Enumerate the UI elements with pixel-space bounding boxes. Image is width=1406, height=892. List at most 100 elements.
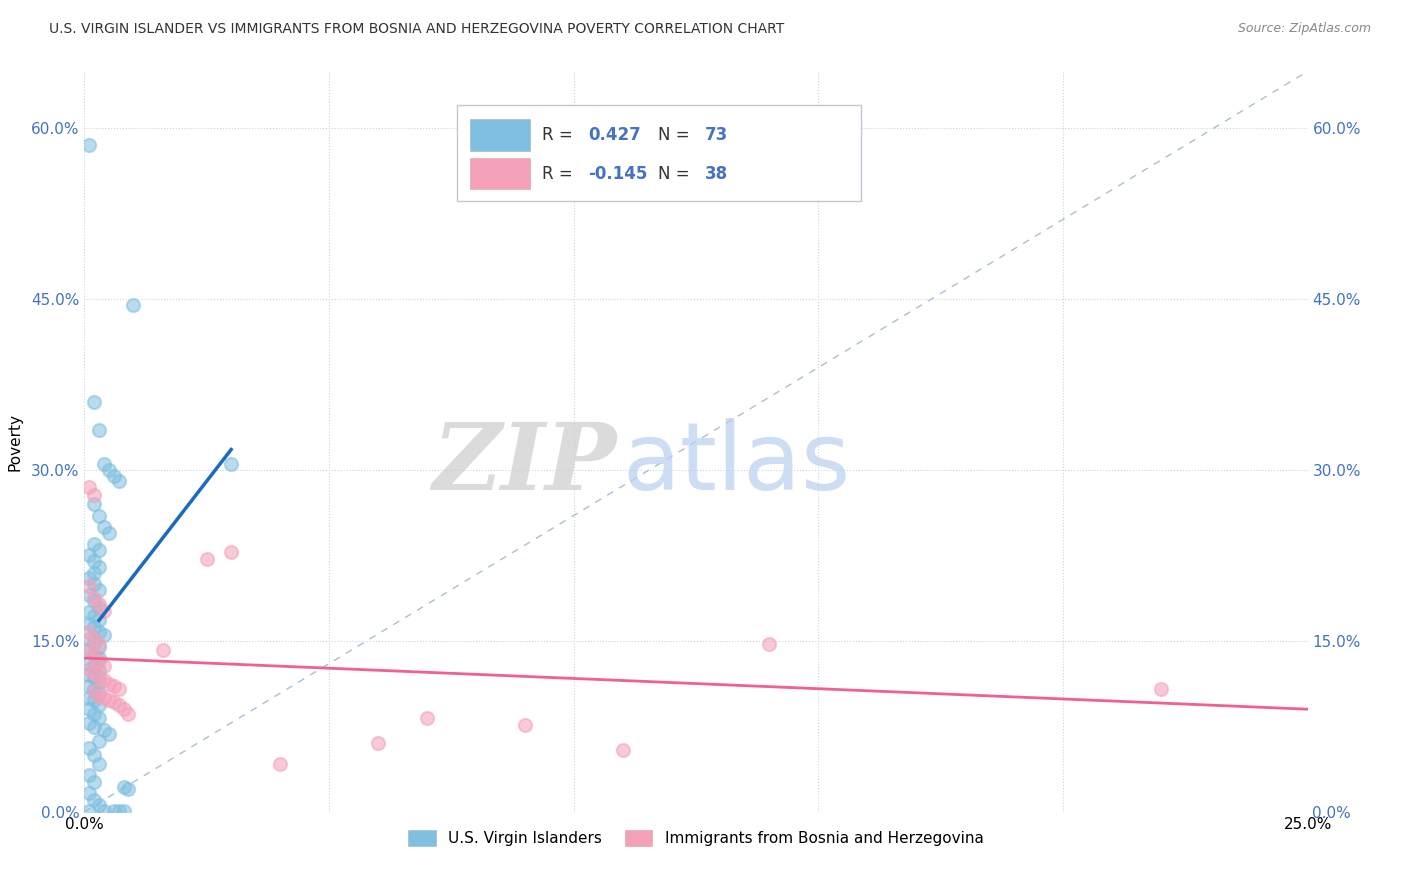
Text: -0.145: -0.145	[588, 164, 648, 183]
Point	[83, 721, 105, 735]
Point	[93, 520, 115, 534]
FancyBboxPatch shape	[457, 104, 860, 201]
Point	[87, 637, 110, 651]
Point	[107, 475, 129, 489]
Point	[87, 640, 110, 654]
Point	[77, 690, 100, 705]
Point	[87, 686, 110, 700]
Point	[77, 641, 100, 656]
Point	[77, 579, 100, 593]
Point	[93, 458, 115, 472]
Point	[87, 559, 110, 574]
Point	[93, 723, 115, 737]
Point	[83, 632, 105, 646]
Text: N =: N =	[658, 126, 695, 144]
Text: 73: 73	[704, 126, 728, 144]
Point	[83, 659, 105, 673]
Point	[87, 542, 110, 557]
Point	[103, 680, 125, 694]
Point	[219, 545, 242, 559]
Point	[117, 706, 139, 721]
Point	[93, 604, 115, 618]
Point	[416, 711, 439, 725]
Text: U.S. VIRGIN ISLANDER VS IMMIGRANTS FROM BOSNIA AND HERZEGOVINA POVERTY CORRELATI: U.S. VIRGIN ISLANDER VS IMMIGRANTS FROM …	[49, 22, 785, 37]
Point	[77, 657, 100, 671]
Point	[97, 693, 120, 707]
Point	[87, 674, 110, 689]
Point	[83, 497, 105, 511]
Text: ZIP: ZIP	[432, 418, 616, 508]
Point	[83, 775, 105, 789]
Point	[83, 681, 105, 696]
Point	[87, 599, 110, 614]
Point	[87, 756, 110, 771]
Point	[77, 624, 100, 639]
Text: R =: R =	[541, 126, 578, 144]
Point	[83, 684, 105, 698]
Text: 0.427: 0.427	[588, 126, 641, 144]
FancyBboxPatch shape	[470, 120, 530, 151]
Point	[117, 781, 139, 796]
Point	[112, 702, 135, 716]
Point	[93, 690, 115, 705]
Point	[77, 571, 100, 585]
Point	[77, 632, 100, 646]
Point	[87, 711, 110, 725]
Point	[87, 651, 110, 665]
Point	[107, 698, 129, 712]
Point	[87, 613, 110, 627]
Point	[83, 747, 105, 762]
Point	[87, 582, 110, 597]
Point	[77, 549, 100, 563]
Point	[87, 624, 110, 639]
Point	[93, 628, 115, 642]
Point	[122, 298, 145, 312]
Point	[83, 537, 105, 551]
Point	[87, 508, 110, 523]
Point	[87, 670, 110, 684]
Point	[83, 566, 105, 580]
FancyBboxPatch shape	[470, 158, 530, 189]
Point	[83, 620, 105, 634]
Point	[219, 458, 242, 472]
Point	[93, 804, 115, 818]
Point	[83, 608, 105, 623]
Point	[77, 662, 100, 676]
Point	[77, 768, 100, 782]
Point	[87, 654, 110, 668]
Point	[83, 648, 105, 662]
Point	[87, 664, 110, 678]
Point	[77, 702, 100, 716]
Point	[97, 525, 120, 540]
Point	[107, 681, 129, 696]
Point	[83, 648, 105, 662]
Point	[77, 643, 100, 657]
Point	[97, 677, 120, 691]
Point	[77, 606, 100, 620]
Point	[83, 554, 105, 568]
Point	[83, 793, 105, 807]
Point	[87, 797, 110, 812]
Point	[112, 780, 135, 794]
Point	[83, 706, 105, 721]
Point	[77, 588, 100, 602]
Point	[83, 394, 105, 409]
Point	[77, 668, 100, 682]
Point	[513, 718, 536, 732]
Point	[152, 643, 174, 657]
Point	[195, 552, 218, 566]
Point	[97, 727, 120, 741]
Point	[87, 698, 110, 712]
Point	[83, 693, 105, 707]
Point	[97, 463, 120, 477]
Point	[83, 670, 105, 684]
Point	[93, 673, 115, 687]
Point	[77, 616, 100, 631]
Point	[103, 695, 125, 709]
Text: R =: R =	[541, 164, 578, 183]
Point	[87, 734, 110, 748]
Text: Source: ZipAtlas.com: Source: ZipAtlas.com	[1237, 22, 1371, 36]
Point	[107, 804, 129, 818]
Point	[103, 804, 125, 818]
Text: 38: 38	[704, 164, 728, 183]
